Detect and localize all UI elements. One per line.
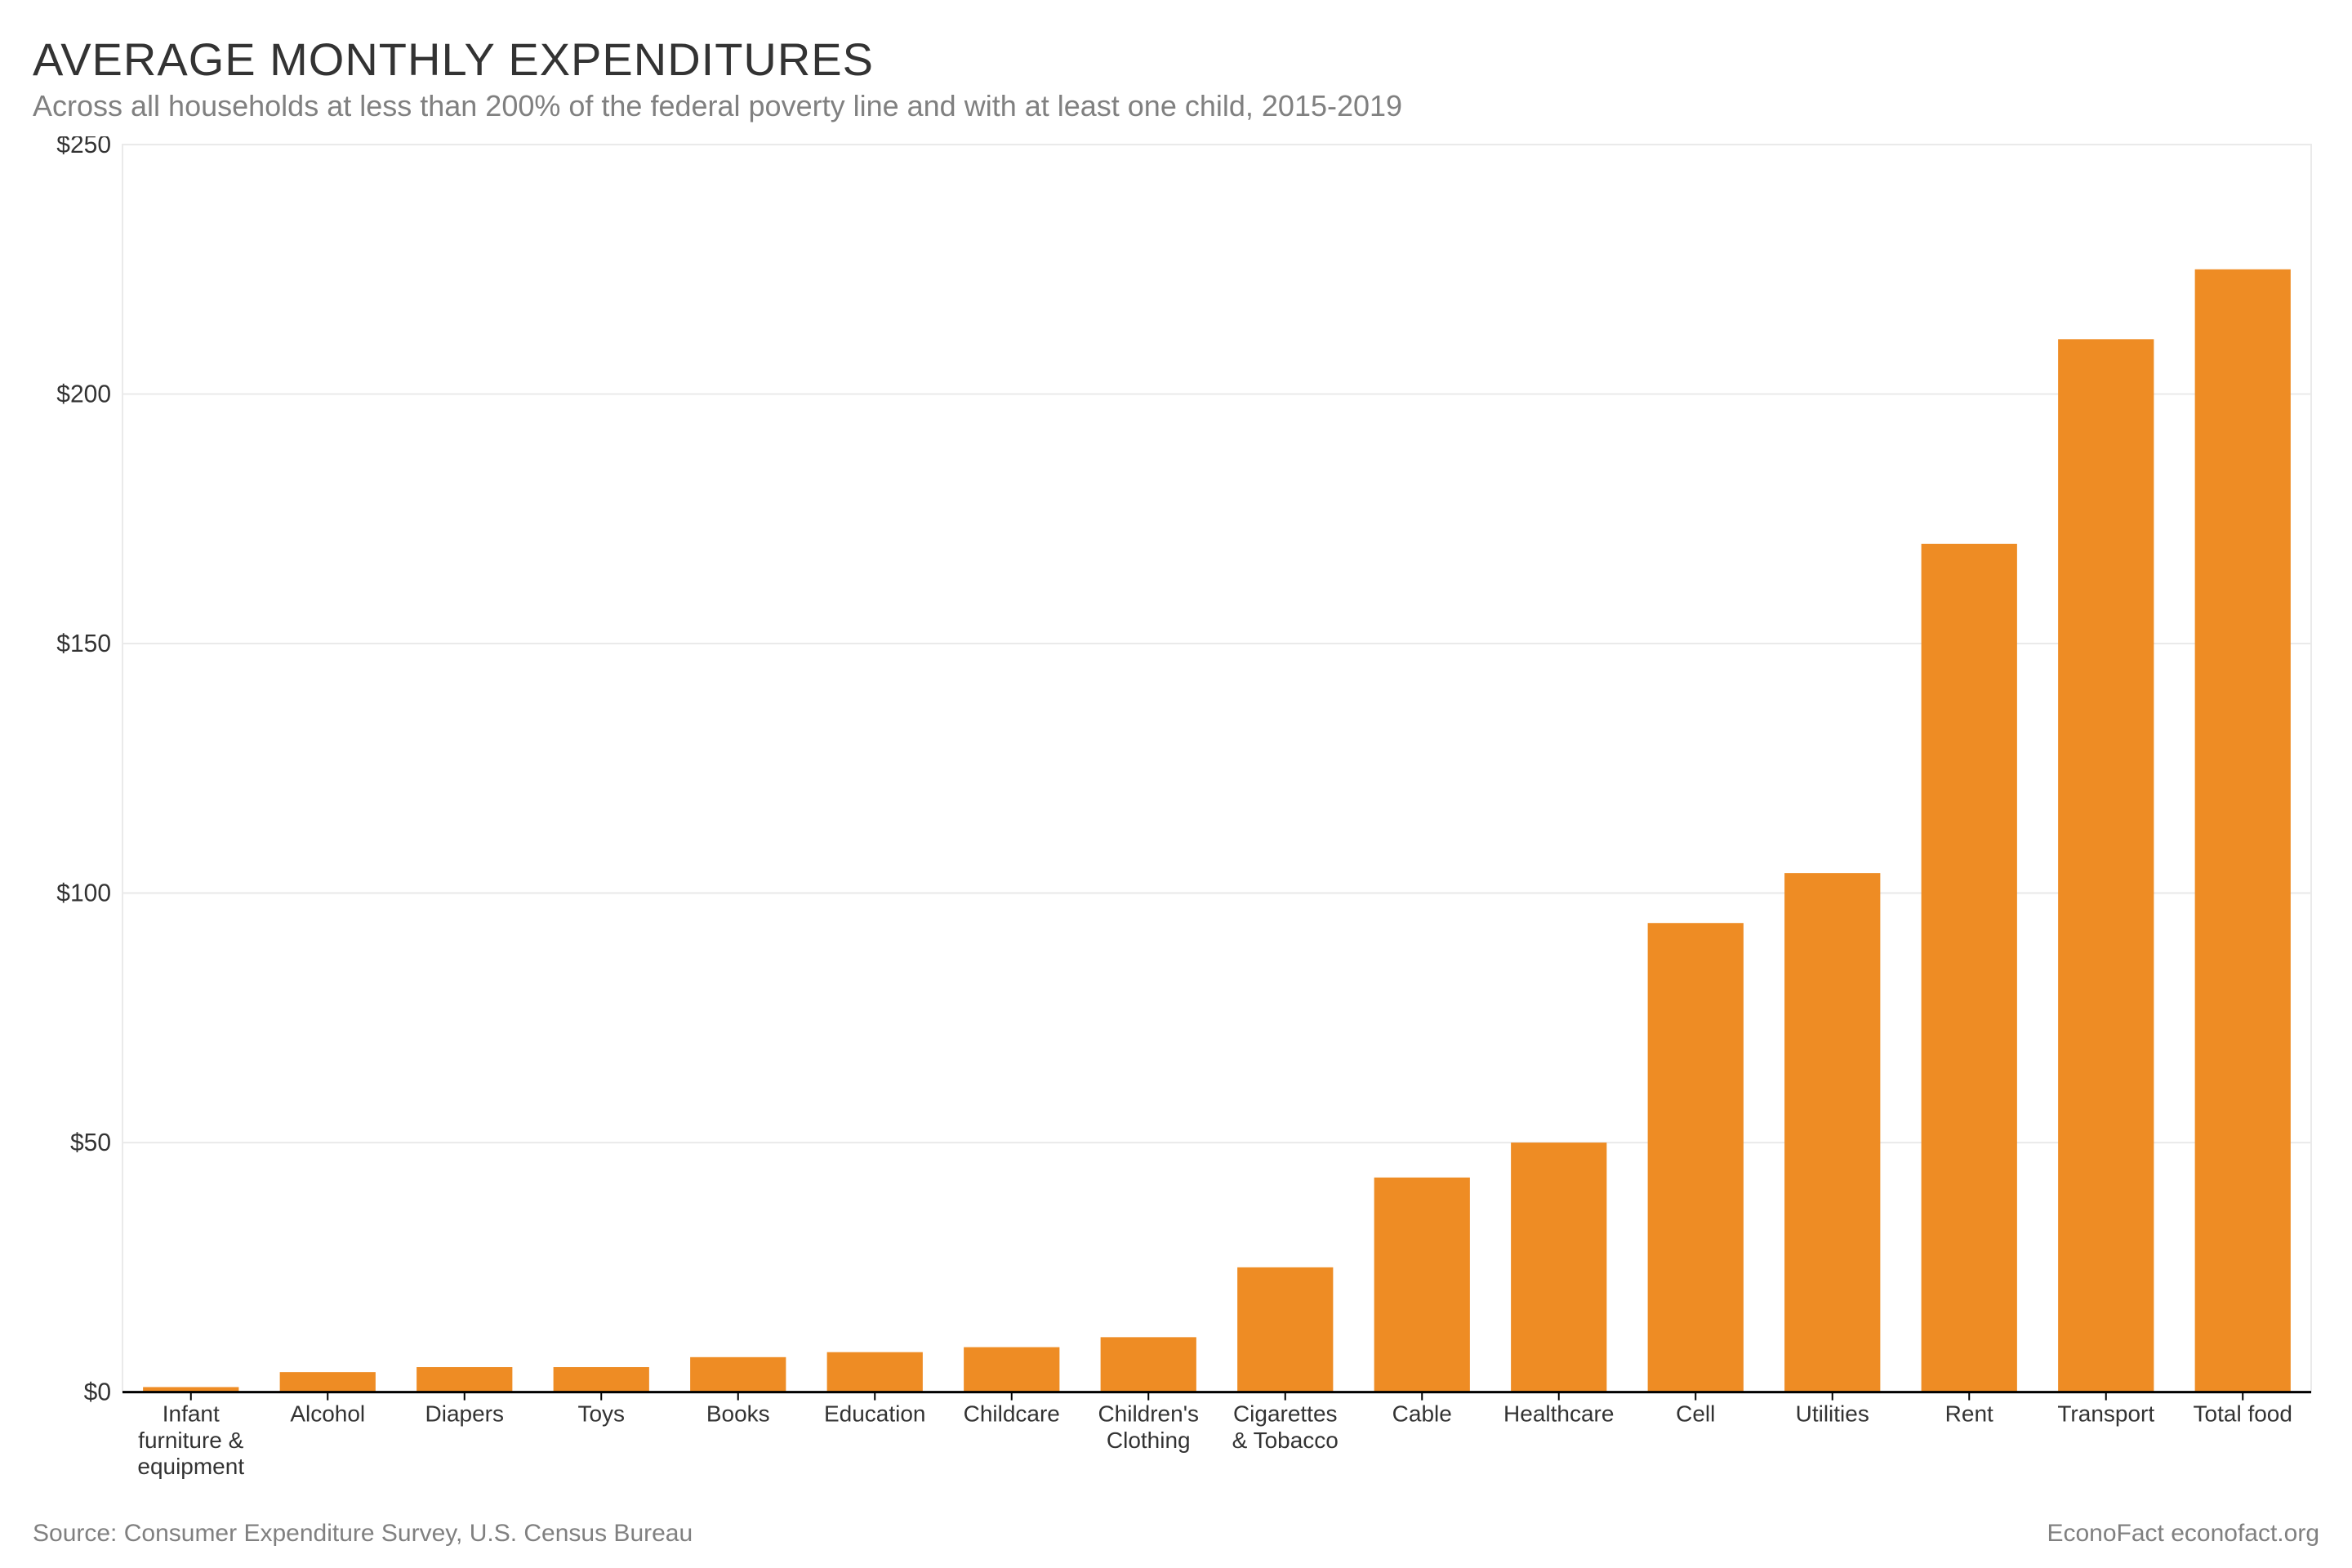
x-tick-label: Childcare	[964, 1401, 1060, 1427]
x-tick-label: Healthcare	[1503, 1401, 1614, 1427]
bar	[690, 1357, 786, 1392]
chart-subtitle: Across all households at less than 200% …	[33, 89, 2319, 123]
bar	[1648, 923, 1744, 1392]
bar	[1374, 1178, 1470, 1392]
plot-area: $0 $50 $100 $150 $200 $250 Infantfurniture &eq…	[33, 136, 2319, 1507]
y-tick-label: $250	[56, 136, 111, 158]
bar-chart-svg: $0 $50 $100 $150 $200 $250 Infantfurniture &eq…	[33, 136, 2319, 1507]
x-tick-label: Alcohol	[290, 1401, 365, 1427]
source-label: Source: Consumer Expenditure Survey, U.S…	[33, 1520, 693, 1548]
bar	[2058, 339, 2154, 1392]
x-tick-label: Diapers	[425, 1401, 504, 1427]
x-tick-label: Cigarettes& Tobacco	[1232, 1401, 1339, 1453]
x-tick-label: Rent	[1945, 1401, 1993, 1427]
x-tick-label: Total food	[2194, 1401, 2292, 1427]
bar	[1101, 1337, 1196, 1392]
figure-footer: Source: Consumer Expenditure Survey, U.S…	[33, 1520, 2319, 1548]
y-tick-label: $100	[56, 880, 111, 907]
x-tick-label: Infantfurniture &equipment	[137, 1401, 244, 1479]
bar	[416, 1367, 512, 1392]
chart-title: AVERAGE MONTHLY EXPENDITURES	[33, 33, 2319, 86]
y-tick-label: $200	[56, 381, 111, 408]
x-tick-label: Cell	[1676, 1401, 1715, 1427]
bar	[1511, 1143, 1606, 1392]
x-tick-label: Utilities	[1796, 1401, 1869, 1427]
x-tick-label: Transport	[2057, 1401, 2154, 1427]
bar	[280, 1372, 376, 1392]
bar	[2195, 270, 2291, 1392]
y-tick-label: $0	[84, 1379, 111, 1406]
attribution-label: EconoFact econofact.org	[2047, 1520, 2319, 1548]
y-tick-label: $50	[70, 1129, 111, 1156]
y-tick-label: $150	[56, 630, 111, 657]
x-tick-label: Books	[706, 1401, 770, 1427]
figure-container: AVERAGE MONTHLY EXPENDITURES Across all …	[0, 0, 2352, 1568]
bar	[554, 1367, 649, 1392]
bar	[1237, 1267, 1333, 1392]
x-tick-label: Children'sClothing	[1098, 1401, 1199, 1453]
x-tick-label: Cable	[1392, 1401, 1452, 1427]
bar	[964, 1348, 1059, 1392]
bar	[1784, 873, 1880, 1392]
bar	[827, 1352, 923, 1392]
x-tick-label: Education	[824, 1401, 926, 1427]
bar	[1922, 544, 2017, 1392]
x-tick-label: Toys	[577, 1401, 625, 1427]
